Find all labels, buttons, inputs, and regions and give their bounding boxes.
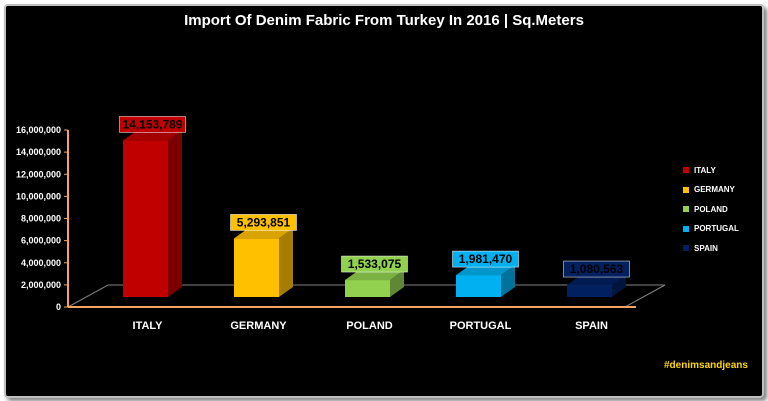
bar-top [456,265,515,276]
legend-item: POLAND [683,202,728,216]
bar-top [123,130,182,141]
data-label: 1,080,563 [570,262,624,276]
bar-portugal [456,265,515,297]
y-tick-label: 0 [56,302,61,312]
data-label: 5,293,851 [237,215,291,229]
y-tick-label: 16,000,000 [16,125,61,135]
legend-swatch [683,245,689,251]
bar-side [168,130,182,297]
bar-front [345,280,390,297]
x-tick-label: SPAIN [575,320,608,332]
y-tick-label: 12,000,000 [16,169,61,179]
bar-side [279,228,293,297]
legend-label: GERMANY [694,185,735,194]
bar-front [567,285,612,297]
y-tick-label: 6,000,000 [21,236,61,246]
data-label-box [341,255,408,273]
y-tick-label: 2,000,000 [21,280,61,290]
bar-front [456,275,501,297]
y-tick-label: 10,000,000 [16,191,61,201]
legend: ITALY GERMANY POLAND PORTUGAL SPAIN [683,163,763,263]
x-tick-label: PORTUGAL [450,320,512,332]
legend-label: POLAND [694,204,728,214]
bar-top [234,228,293,239]
bar-italy [123,130,182,297]
legend-item: ITALY [683,163,716,177]
bar-front [234,238,279,297]
bar-side [501,265,515,297]
data-label: 1,981,470 [459,252,513,266]
y-tick-label: 8,000,000 [21,214,61,224]
legend-swatch [683,186,689,193]
bar-top [345,270,404,281]
y-tick-label: 4,000,000 [21,258,61,268]
legend-label: ITALY [694,165,716,175]
y-tick-label: 14,000,000 [16,147,61,157]
x-tick-label: POLAND [346,320,393,332]
legend-item: SPAIN [683,241,718,255]
data-label-box [563,260,630,278]
bar-side [390,270,404,297]
bar-top [567,275,626,286]
legend-swatch [683,167,689,173]
legend-swatch [683,206,689,212]
hashtag-watermark: #denimsandjeans [664,360,748,371]
x-tick-label: GERMANY [230,320,287,332]
legend-label: PORTUGAL [694,224,739,233]
legend-item: PORTUGAL [683,222,739,236]
data-label-box [230,214,297,231]
legend-label: SPAIN [694,243,718,253]
bar-poland [345,270,404,297]
chart-title: Import Of Denim Fabric From Turkey In 20… [184,12,584,29]
data-label-box [119,116,186,133]
bar-spain [567,275,626,297]
data-label: 1,533,075 [348,257,402,271]
bar-germany [234,228,293,297]
bar-side [612,275,626,297]
bar-front [123,140,168,297]
legend-item: GERMANY [683,183,735,197]
legend-swatch [683,225,689,232]
data-label-box [452,250,519,268]
data-label: 14,153,789 [122,117,182,131]
x-tick-label: ITALY [133,320,164,332]
